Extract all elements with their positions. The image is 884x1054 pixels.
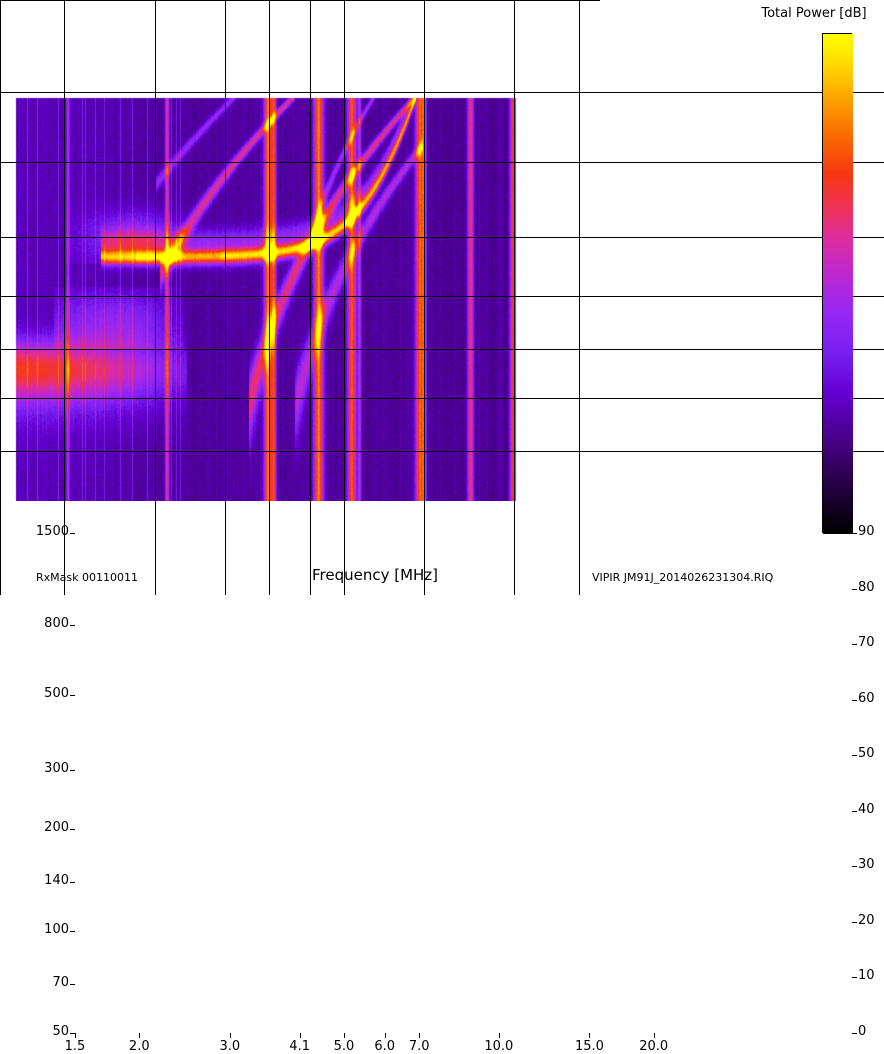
gridline-x (0, 0, 1, 595)
y-tick-label: 200 (44, 820, 69, 836)
gridline-y (0, 162, 884, 163)
colorbar-tick-label: 30 (858, 857, 875, 873)
x-tick-mark (230, 1033, 231, 1038)
colorbar-tick-mark (852, 644, 857, 645)
gridline-x (155, 0, 156, 595)
gridline-x (514, 0, 515, 595)
y-tick-label: 50 (52, 1024, 69, 1039)
gridline-y (0, 92, 884, 93)
colorbar-tick-mark (852, 977, 857, 978)
colorbar-tick-mark (852, 922, 857, 923)
ionogram-image (1, 1, 601, 501)
colorbar-tick-label: 80 (858, 579, 875, 595)
y-tick-label: 100 (44, 922, 69, 938)
colorbar-tick-label: 20 (858, 912, 875, 928)
colorbar (822, 33, 853, 534)
x-tick-label: 20.0 (639, 1039, 669, 1054)
x-tick-label: 2.0 (128, 1039, 150, 1054)
colorbar-tick-label: 0 (858, 1024, 867, 1039)
y-tick-label: 70 (52, 974, 69, 990)
x-tick-mark (344, 1033, 345, 1038)
colorbar-tick-label: 70 (858, 635, 875, 651)
gridline-y (0, 237, 884, 238)
x-tick-mark (654, 1033, 655, 1038)
footer-filename: VIPIR JM91J_2014026231304.RIQ (592, 571, 774, 584)
colorbar-tick-label: 60 (858, 690, 875, 706)
y-tick-mark (70, 829, 75, 830)
colorbar-tick-label: 50 (858, 746, 875, 762)
y-tick-label: 800 (44, 616, 69, 632)
gridline-x (344, 0, 345, 595)
colorbar-tick-mark (852, 811, 857, 812)
x-tick-mark (139, 1033, 140, 1038)
colorbar-tick-mark (852, 700, 857, 701)
colorbar-tick-label: 10 (858, 968, 875, 984)
colorbar-tick-mark (852, 589, 857, 590)
colorbar-title: Total Power [dB] (761, 6, 867, 21)
y-tick-mark (70, 770, 75, 771)
plot-gridlines (0, 0, 884, 595)
gridline-x (225, 0, 226, 595)
gridline-x (424, 0, 425, 595)
x-tick-mark (419, 1033, 420, 1038)
x-tick-mark (385, 1033, 386, 1038)
x-tick-label: 15.0 (574, 1039, 604, 1054)
x-tick-label: 3.0 (219, 1039, 241, 1054)
colorbar-tick-mark (852, 755, 857, 756)
colorbar-tick-label: 90 (858, 524, 875, 539)
x-tick-label: 1.5 (64, 1039, 86, 1054)
gridline-x (579, 0, 580, 595)
gridline-x (310, 0, 311, 595)
colorbar-tick-mark (852, 533, 857, 534)
x-tick-mark (75, 1033, 76, 1038)
ionogram-plot-area (0, 0, 884, 595)
gridline-y (0, 451, 884, 452)
gridline-x (64, 0, 65, 595)
y-tick-label: 300 (44, 760, 69, 776)
y-tick-label: 140 (44, 872, 69, 888)
x-axis-label: Frequency [MHz] (311, 566, 439, 584)
y-tick-mark (70, 931, 75, 932)
x-tick-mark (300, 1033, 301, 1038)
x-tick-label: 7.0 (408, 1039, 430, 1054)
y-tick-mark (70, 625, 75, 626)
gridline-x (269, 0, 270, 595)
gridline-y (0, 296, 884, 297)
x-tick-label: 10.0 (484, 1039, 514, 1054)
y-tick-mark (70, 695, 75, 696)
colorbar-tick-mark (852, 866, 857, 867)
gridline-y (0, 349, 884, 350)
x-tick-mark (499, 1033, 500, 1038)
colorbar-tick-mark (852, 1033, 857, 1034)
y-tick-mark (70, 882, 75, 883)
gridline-y (0, 398, 884, 399)
y-tick-label: 1500 (35, 524, 69, 539)
colorbar-tick-label: 40 (858, 801, 875, 817)
y-tick-mark (70, 984, 75, 985)
y-tick-mark (70, 533, 75, 534)
footer-rxmask: RxMask 00110011 (36, 571, 138, 584)
y-tick-label: 500 (44, 685, 69, 701)
x-tick-mark (589, 1033, 590, 1038)
